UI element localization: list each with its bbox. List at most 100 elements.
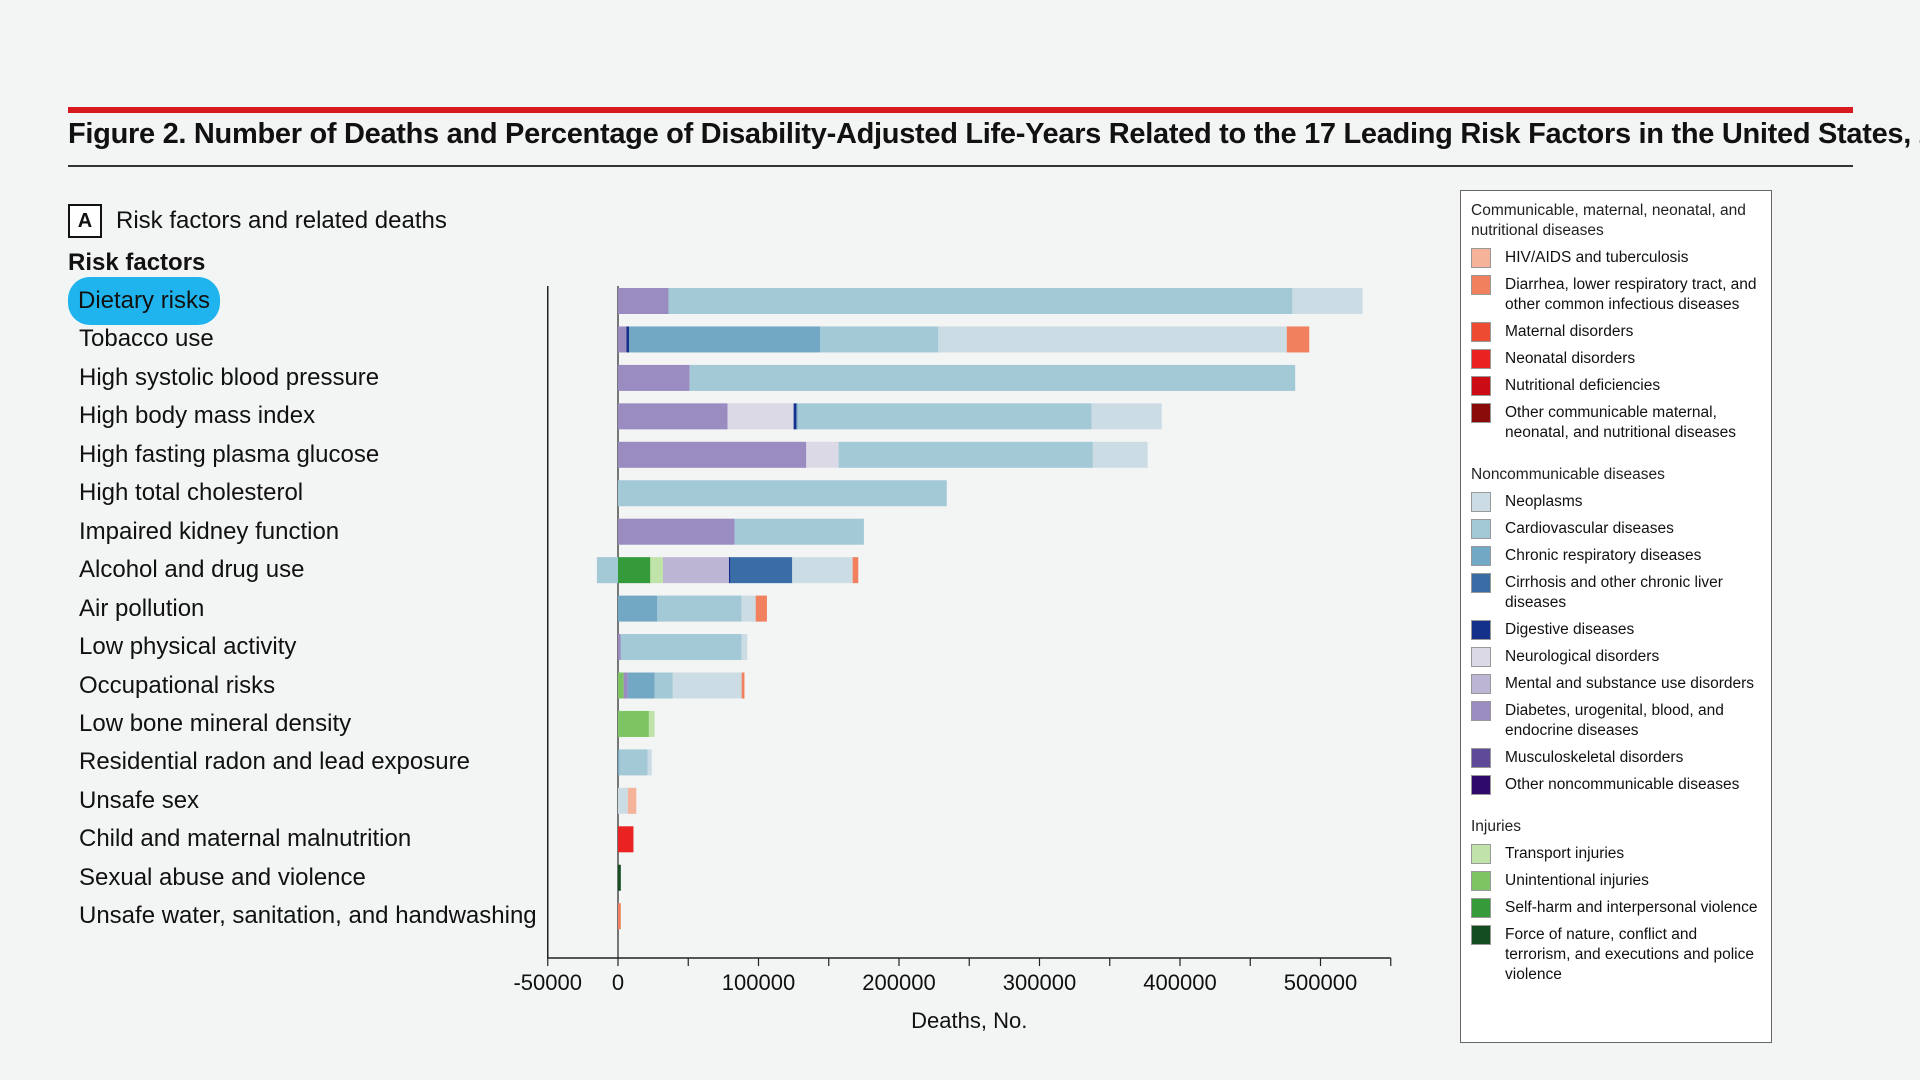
legend-item: HIV/AIDS and tuberculosis [1471, 248, 1763, 268]
legend-item: Maternal disorders [1471, 322, 1763, 342]
legend-swatch [1471, 647, 1491, 667]
risk-factor-label: Impaired kidney function [79, 517, 340, 545]
legend-label: Mental and substance use disorders [1505, 675, 1755, 692]
bar-segment [741, 634, 748, 661]
legend-label: Maternal disorders [1505, 323, 1634, 340]
legend-swatch [1471, 925, 1491, 945]
legend-swatch [1471, 519, 1491, 539]
legend-swatch [1471, 275, 1491, 295]
risk-factor-label: High total cholesterol [79, 479, 304, 507]
legend-item: Other communicable maternal, neonatal, a… [1471, 403, 1763, 443]
title-divider [68, 165, 1853, 167]
legend-swatch [1471, 492, 1491, 512]
legend-group-title: Injuries [1471, 818, 1521, 835]
x-tick-label: 300000 [1003, 970, 1076, 995]
bar-segment [648, 710, 655, 737]
bar-segment [1292, 288, 1363, 314]
legend-item: Unintentional injuries [1471, 871, 1763, 891]
bar-segment [796, 403, 798, 430]
legend-item: Cardiovascular diseases [1471, 519, 1763, 539]
legend-swatch [1471, 322, 1491, 342]
x-tick-label: 500000 [1284, 970, 1357, 995]
bar-segment [618, 672, 624, 699]
risk-factor-label: Low bone mineral density [79, 709, 352, 737]
bar-segment [657, 595, 742, 622]
bar-segment [654, 672, 673, 699]
legend-swatch [1471, 775, 1491, 795]
bar-segment [728, 557, 731, 584]
bar-segment [838, 441, 1093, 468]
legend-label: Diarrhea, lower respiratory tract, and o… [1505, 276, 1757, 313]
legend-swatch [1471, 844, 1491, 864]
risk-factor-label: High fasting plasma glucose [79, 440, 380, 468]
bar-segment [1092, 441, 1148, 468]
legend-swatch [1471, 573, 1491, 593]
x-tick-label: 400000 [1143, 970, 1216, 995]
x-tick-label: 0 [612, 970, 624, 995]
bar-segment [618, 634, 621, 661]
x-tick-label: 100000 [722, 970, 795, 995]
bar-segment [618, 595, 658, 622]
legend-item: Neoplasms [1471, 492, 1763, 512]
risk-factor-label: Alcohol and drug use [79, 556, 305, 584]
legend-swatch [1471, 403, 1491, 423]
legend-item: Transport injuries [1471, 844, 1763, 864]
bar-segment [938, 326, 1287, 353]
legend-swatch [1471, 701, 1491, 721]
legend-item: Mental and substance use disorders [1471, 674, 1763, 694]
legend-item: Other noncommunicable diseases [1471, 775, 1763, 795]
bar-segment [741, 672, 745, 699]
legend-group-title: Noncommunicable diseases [1471, 466, 1665, 483]
legend-label: Nutritional deficiencies [1505, 377, 1661, 394]
legend-item: Chronic respiratory diseases [1471, 546, 1763, 566]
bar-segment [852, 557, 859, 584]
legend-swatch [1471, 376, 1491, 396]
legend-item: Digestive diseases [1471, 620, 1763, 640]
bar-chart: -50000 0 100000 200000 300000 400000 500000 Dea… [513, 286, 1392, 1033]
legend-label: Neoplasms [1505, 493, 1583, 510]
risk-factor-label[interactable]: Dietary risks [68, 277, 221, 325]
legend-item: Cirrhosis and other chronic liver diseas… [1471, 573, 1763, 613]
bar-segment [755, 595, 767, 622]
bar-segment [596, 557, 618, 584]
bar-segment [618, 403, 728, 430]
bar-segment [741, 595, 756, 622]
legend-swatch [1471, 620, 1491, 640]
legend-label: Force of nature, conflict and terrorism,… [1505, 926, 1754, 983]
bar-segment [689, 364, 1296, 391]
bar-segment [668, 288, 1293, 314]
panel-header: A Risk factors and related deaths [68, 204, 447, 238]
title-accent-bar [68, 107, 1853, 113]
legend-label: Cardiovascular diseases [1505, 520, 1674, 537]
risk-factor-label: Tobacco use [79, 325, 214, 353]
risk-factor-label: Low physical activity [79, 633, 297, 661]
bar-segment [618, 518, 735, 545]
bar-segment [797, 403, 1092, 430]
legend-item: Force of nature, conflict and terrorism,… [1471, 925, 1763, 985]
risk-factor-label: Air pollution [79, 594, 205, 622]
legend-group-title: Communicable, maternal, neonatal, and nu… [1471, 202, 1746, 239]
bar-segment [618, 710, 649, 737]
bar-segment [627, 787, 637, 814]
legend-label: Cirrhosis and other chronic liver diseas… [1505, 574, 1723, 611]
bar-segment [618, 826, 634, 853]
x-tick-label: 200000 [862, 970, 935, 995]
legend-label: Other noncommunicable diseases [1505, 776, 1740, 793]
figure-title: Figure 2. Number of Deaths and Percentag… [68, 118, 1920, 150]
risk-factor-label: Unsafe sex [79, 786, 200, 814]
legend-label: Transport injuries [1505, 845, 1625, 862]
bar-segment [618, 364, 690, 391]
legend-label: Other communicable maternal, neonatal, a… [1505, 404, 1736, 441]
risk-factor-label: Sexual abuse and violence [79, 863, 366, 891]
bar-segment [629, 326, 821, 353]
legend-swatch [1471, 898, 1491, 918]
bar-segment [618, 903, 621, 930]
bar-segment [727, 403, 794, 430]
legend-label: Neonatal disorders [1505, 350, 1636, 367]
bar-segment [647, 749, 652, 776]
legend-item: Neonatal disorders [1471, 349, 1763, 369]
bar-segment [793, 403, 797, 430]
legend-swatch [1471, 748, 1491, 768]
bar-segment [734, 518, 864, 545]
bar-segment [620, 634, 742, 661]
